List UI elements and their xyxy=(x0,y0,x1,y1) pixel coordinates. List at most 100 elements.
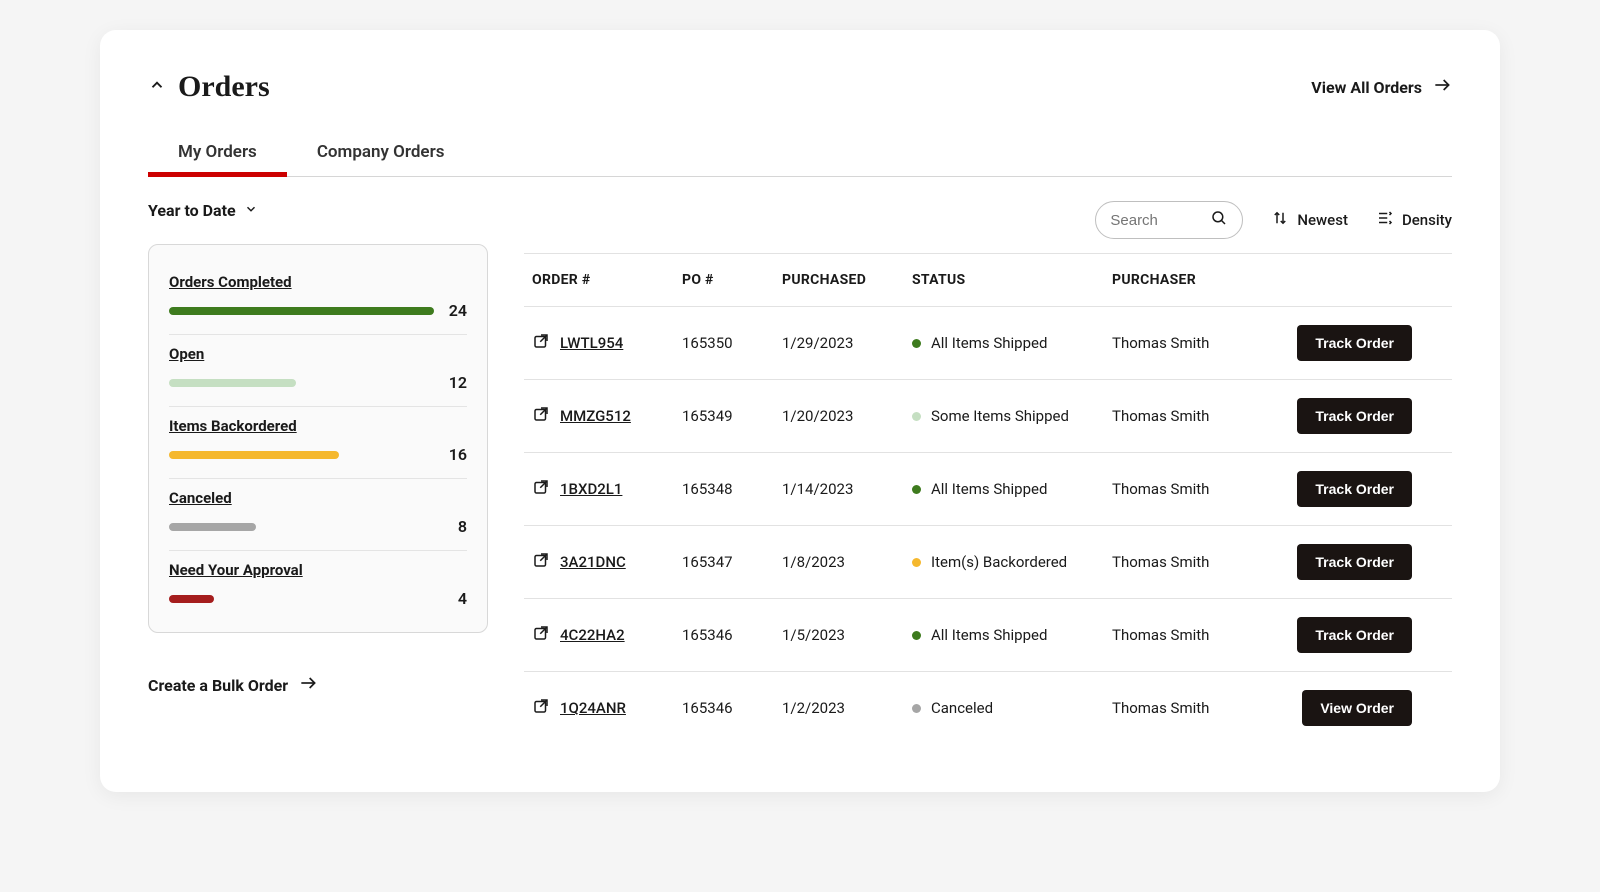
po-cell: 165348 xyxy=(682,480,782,498)
external-link-icon[interactable] xyxy=(532,405,550,427)
status-dot-icon xyxy=(912,339,921,348)
date-filter-label: Year to Date xyxy=(148,201,236,220)
summary-label[interactable]: Need Your Approval xyxy=(169,561,467,579)
status-cell: Canceled xyxy=(912,699,1112,717)
left-column: Year to Date Orders Completed 24 Open 12 Ite… xyxy=(148,201,488,697)
summary-count: 12 xyxy=(449,373,467,392)
status-dot-icon xyxy=(912,704,921,713)
order-link[interactable]: 3A21DNC xyxy=(560,553,626,571)
order-link[interactable]: MMZG512 xyxy=(560,407,631,425)
density-icon xyxy=(1376,209,1394,231)
density-label: Density xyxy=(1402,211,1452,229)
column-header: PURCHASED xyxy=(782,272,912,288)
summary-label[interactable]: Open xyxy=(169,345,467,363)
search-input[interactable] xyxy=(1110,212,1190,229)
status-text: Some Items Shipped xyxy=(931,407,1069,425)
arrow-right-icon xyxy=(1432,75,1452,99)
external-link-icon[interactable] xyxy=(532,478,550,500)
create-bulk-order-link[interactable]: Create a Bulk Order xyxy=(148,673,488,697)
status-text: All Items Shipped xyxy=(931,480,1047,498)
search-input-wrapper[interactable] xyxy=(1095,201,1243,239)
search-icon xyxy=(1210,209,1228,231)
status-text: All Items Shipped xyxy=(931,626,1047,644)
purchaser-cell: Thomas Smith xyxy=(1112,626,1282,644)
view-all-label: View All Orders xyxy=(1311,78,1422,97)
sort-label: Newest xyxy=(1297,211,1348,229)
po-cell: 165346 xyxy=(682,699,782,717)
status-cell: All Items Shipped xyxy=(912,626,1112,644)
tabs: My OrdersCompany Orders xyxy=(148,132,1452,177)
summary-bar-row: 4 xyxy=(169,589,467,608)
bulk-order-label: Create a Bulk Order xyxy=(148,676,288,695)
summary-label[interactable]: Canceled xyxy=(169,489,467,507)
table-row: 1Q24ANR1653461/2/2023CanceledThomas Smit… xyxy=(524,671,1452,744)
summary-item: Items Backordered 16 xyxy=(169,407,467,479)
external-link-icon[interactable] xyxy=(532,332,550,354)
summary-bar-row: 8 xyxy=(169,517,467,536)
purchaser-cell: Thomas Smith xyxy=(1112,334,1282,352)
summary-bar-row: 16 xyxy=(169,445,467,464)
order-link[interactable]: 1Q24ANR xyxy=(560,699,626,717)
summary-item: Canceled 8 xyxy=(169,479,467,551)
order-link[interactable]: LWTL954 xyxy=(560,334,623,352)
tab-my-orders[interactable]: My Orders xyxy=(148,132,287,176)
table-body: LWTL9541653501/29/2023All Items ShippedT… xyxy=(524,306,1452,744)
external-link-icon[interactable] xyxy=(532,697,550,719)
track-order-button[interactable]: Track Order xyxy=(1297,544,1412,580)
summary-item: Need Your Approval 4 xyxy=(169,551,467,622)
track-order-button[interactable]: Track Order xyxy=(1297,471,1412,507)
purchaser-cell: Thomas Smith xyxy=(1112,553,1282,571)
column-header: PURCHASER xyxy=(1112,272,1282,288)
table-row: 3A21DNC1653471/8/2023Item(s) Backordered… xyxy=(524,525,1452,598)
summary-count: 24 xyxy=(449,301,467,320)
column-header: ORDER # xyxy=(532,272,682,288)
summary-label[interactable]: Items Backordered xyxy=(169,417,467,435)
arrow-right-icon xyxy=(298,673,318,697)
order-number-cell: 3A21DNC xyxy=(532,551,682,573)
header-row: Orders View All Orders xyxy=(148,70,1452,104)
status-dot-icon xyxy=(912,631,921,640)
table-row: LWTL9541653501/29/2023All Items ShippedT… xyxy=(524,306,1452,379)
external-link-icon[interactable] xyxy=(532,551,550,573)
purchased-cell: 1/8/2023 xyxy=(782,553,912,571)
order-number-cell: 1BXD2L1 xyxy=(532,478,682,500)
tab-company-orders[interactable]: Company Orders xyxy=(287,132,475,176)
summary-bar xyxy=(169,523,256,531)
order-link[interactable]: 4C22HA2 xyxy=(560,626,625,644)
po-cell: 165346 xyxy=(682,626,782,644)
column-header: PO # xyxy=(682,272,782,288)
view-order-button[interactable]: View Order xyxy=(1302,690,1412,726)
summary-label[interactable]: Orders Completed xyxy=(169,273,467,291)
order-link[interactable]: 1BXD2L1 xyxy=(560,480,622,498)
title-group: Orders xyxy=(148,70,270,104)
order-number-cell: LWTL954 xyxy=(532,332,682,354)
purchased-cell: 1/29/2023 xyxy=(782,334,912,352)
order-summary-box: Orders Completed 24 Open 12 Items Backordere… xyxy=(148,244,488,633)
sort-button[interactable]: Newest xyxy=(1271,209,1348,231)
summary-count: 16 xyxy=(449,445,467,464)
status-text: All Items Shipped xyxy=(931,334,1047,352)
summary-item: Orders Completed 24 xyxy=(169,263,467,335)
purchaser-cell: Thomas Smith xyxy=(1112,480,1282,498)
order-number-cell: 1Q24ANR xyxy=(532,697,682,719)
page-title: Orders xyxy=(178,70,270,104)
status-cell: All Items Shipped xyxy=(912,480,1112,498)
collapse-icon[interactable] xyxy=(148,76,166,98)
track-order-button[interactable]: Track Order xyxy=(1297,617,1412,653)
status-text: Canceled xyxy=(931,699,993,717)
table-toolbar: Newest Density xyxy=(524,201,1452,239)
track-order-button[interactable]: Track Order xyxy=(1297,398,1412,434)
external-link-icon[interactable] xyxy=(532,624,550,646)
table-row: MMZG5121653491/20/2023Some Items Shipped… xyxy=(524,379,1452,452)
density-button[interactable]: Density xyxy=(1376,209,1452,231)
summary-bar xyxy=(169,595,214,603)
view-all-orders-link[interactable]: View All Orders xyxy=(1311,75,1452,99)
status-cell: All Items Shipped xyxy=(912,334,1112,352)
right-column: Newest Density ORDER #PO #PURCHASEDSTATU… xyxy=(524,201,1452,744)
summary-bar xyxy=(169,379,296,387)
summary-count: 8 xyxy=(458,517,467,536)
summary-bar xyxy=(169,307,434,315)
track-order-button[interactable]: Track Order xyxy=(1297,325,1412,361)
purchased-cell: 1/5/2023 xyxy=(782,626,912,644)
date-filter-dropdown[interactable]: Year to Date xyxy=(148,201,488,220)
